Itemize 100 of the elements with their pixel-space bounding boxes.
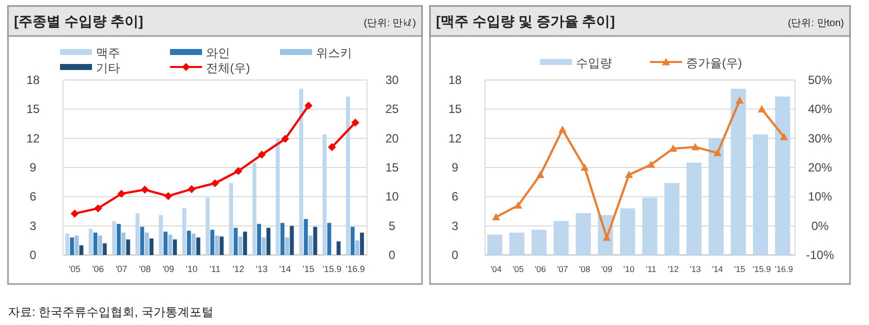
y-tick-label: 0 bbox=[30, 248, 37, 262]
bar bbox=[140, 226, 144, 255]
point bbox=[536, 170, 544, 178]
x-tick-label: '06 bbox=[534, 264, 546, 274]
y-tick-label: 3 bbox=[30, 218, 37, 233]
y2-tick-label: 30% bbox=[808, 131, 832, 146]
bar bbox=[664, 183, 680, 255]
x-tick-label: '14 bbox=[712, 264, 724, 274]
y2-tick-label: 50% bbox=[808, 73, 832, 87]
bar bbox=[74, 236, 79, 255]
bar bbox=[554, 220, 569, 255]
point bbox=[164, 192, 172, 200]
bar bbox=[532, 230, 547, 255]
point bbox=[188, 185, 196, 194]
y-tick-label: 12 bbox=[26, 131, 40, 146]
point bbox=[647, 160, 656, 168]
x-tick-label: '08 bbox=[579, 264, 590, 274]
y2-tick-label: 25 bbox=[385, 102, 399, 116]
point bbox=[117, 190, 126, 198]
bar bbox=[313, 226, 318, 255]
bar bbox=[158, 215, 163, 255]
bar bbox=[65, 234, 70, 255]
bar bbox=[126, 239, 130, 255]
bar bbox=[290, 226, 294, 255]
bar bbox=[620, 208, 636, 255]
x-tick-label: '15.9 bbox=[322, 264, 342, 274]
bar bbox=[220, 236, 224, 255]
bar bbox=[730, 88, 746, 255]
bar bbox=[234, 228, 238, 255]
y-tick-label: 15 bbox=[448, 102, 462, 116]
legend-label: 전체(우) bbox=[206, 61, 250, 75]
bar bbox=[243, 232, 248, 255]
x-tick-label: '13 bbox=[690, 264, 702, 274]
chart-title: [맥주 수입량 및 증가율 추이] bbox=[436, 13, 615, 29]
bar bbox=[355, 240, 360, 255]
x-tick-label: '07 bbox=[556, 264, 568, 274]
point bbox=[602, 234, 611, 241]
legend-label: 위스키 bbox=[316, 46, 352, 60]
x-tick-label: '12 bbox=[232, 264, 244, 274]
bar bbox=[93, 232, 98, 255]
x-tick-label: '12 bbox=[668, 264, 680, 274]
y-tick-label: 6 bbox=[452, 190, 459, 204]
x-tick-label: '10 bbox=[623, 264, 635, 274]
point bbox=[691, 143, 700, 150]
point bbox=[624, 170, 633, 178]
x-tick-label: '15 bbox=[302, 264, 314, 274]
point bbox=[580, 164, 589, 171]
bar bbox=[116, 224, 121, 255]
bar bbox=[150, 238, 154, 255]
x-tick-label: '16.9 bbox=[346, 264, 365, 274]
text: 자료: 한국주류수입협회, 국가통계포털 bbox=[8, 305, 214, 319]
y-tick-label: 18 bbox=[448, 73, 462, 87]
x-tick-label: '13 bbox=[256, 264, 268, 274]
bar bbox=[112, 220, 116, 255]
y-tick-label: 0 bbox=[452, 248, 459, 262]
bar bbox=[276, 138, 280, 255]
point bbox=[304, 102, 313, 110]
bar bbox=[196, 238, 200, 255]
x-tick-label: '08 bbox=[138, 264, 151, 274]
bar bbox=[509, 232, 524, 255]
bar bbox=[686, 162, 702, 255]
point bbox=[669, 144, 678, 152]
x-tick-label: '14 bbox=[279, 264, 292, 274]
bar bbox=[238, 236, 242, 255]
bar bbox=[752, 134, 768, 255]
y-tick-label: 12 bbox=[448, 131, 462, 146]
text: (단위: 만㎘) bbox=[364, 18, 416, 29]
point bbox=[281, 134, 290, 143]
y-tick-label: 3 bbox=[452, 218, 459, 233]
bar bbox=[70, 238, 74, 255]
bar bbox=[280, 222, 284, 255]
x-tick-label: '06 bbox=[92, 264, 104, 274]
bar bbox=[98, 236, 102, 255]
bar bbox=[192, 234, 196, 255]
point bbox=[258, 150, 266, 159]
x-tick-label: '15 bbox=[734, 264, 746, 274]
x-tick-label: '16.9 bbox=[774, 264, 794, 274]
x-tick-label: '05 bbox=[512, 264, 524, 274]
text: (단위: 만ton) bbox=[788, 18, 844, 29]
bar bbox=[576, 213, 591, 255]
bar bbox=[708, 138, 724, 255]
chart-title: [주종별 수입량 추이] bbox=[14, 13, 144, 29]
bar bbox=[322, 134, 327, 255]
y2-tick-label: -10% bbox=[806, 248, 834, 262]
bar bbox=[285, 238, 290, 255]
y-tick-label: 6 bbox=[30, 190, 37, 204]
bar bbox=[304, 219, 308, 255]
bar bbox=[346, 96, 350, 255]
y-tick-label: 18 bbox=[26, 73, 40, 87]
bar bbox=[229, 183, 234, 255]
bar bbox=[642, 198, 658, 255]
x-tick-label: '04 bbox=[490, 264, 502, 274]
bar bbox=[350, 226, 355, 255]
bar bbox=[210, 230, 214, 255]
y-tick-label: 15 bbox=[26, 102, 40, 116]
y2-tick-label: 15 bbox=[385, 160, 399, 174]
y2-tick-label: 30 bbox=[385, 73, 399, 87]
bar bbox=[308, 236, 313, 255]
point bbox=[558, 126, 566, 133]
x-tick-label: '09 bbox=[162, 264, 174, 274]
